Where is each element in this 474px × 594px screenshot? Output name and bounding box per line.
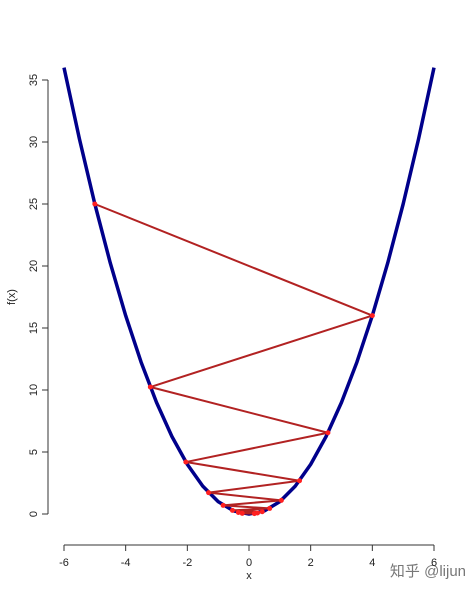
x-tick-label: 6 xyxy=(431,557,437,569)
point xyxy=(92,201,98,207)
y-tick-label: 20 xyxy=(28,260,40,272)
x-tick-label: 4 xyxy=(369,557,375,569)
watermark: 知乎 @lijun xyxy=(390,563,466,580)
y-tick-label: 0 xyxy=(28,511,40,517)
point xyxy=(369,313,375,319)
x-axis-label: x xyxy=(246,570,252,582)
x-tick-label: -6 xyxy=(59,557,69,569)
y-axis-label: f(x) xyxy=(6,289,18,305)
x-tick-label: 2 xyxy=(308,557,314,569)
point xyxy=(259,509,265,515)
y-tick-label: 15 xyxy=(28,322,40,334)
point xyxy=(147,384,153,390)
point xyxy=(239,510,245,516)
point xyxy=(229,507,235,513)
point xyxy=(267,505,273,511)
point xyxy=(251,511,257,517)
point xyxy=(325,430,331,436)
series-line xyxy=(62,67,436,516)
x-tick-label: 0 xyxy=(246,557,252,569)
x-tick-label: -2 xyxy=(182,557,192,569)
y-tick-label: 35 xyxy=(28,74,40,86)
point xyxy=(297,478,303,484)
point xyxy=(220,502,226,508)
point xyxy=(183,459,189,465)
point xyxy=(235,510,241,516)
y-tick-label: 10 xyxy=(28,384,40,396)
y-tick-label: 30 xyxy=(28,136,40,148)
y-tick-label: 25 xyxy=(28,198,40,210)
point xyxy=(206,490,212,496)
y-tick-label: 5 xyxy=(28,449,40,455)
series-line xyxy=(94,203,374,515)
x-tick-label: -4 xyxy=(121,557,131,569)
point xyxy=(278,497,284,503)
